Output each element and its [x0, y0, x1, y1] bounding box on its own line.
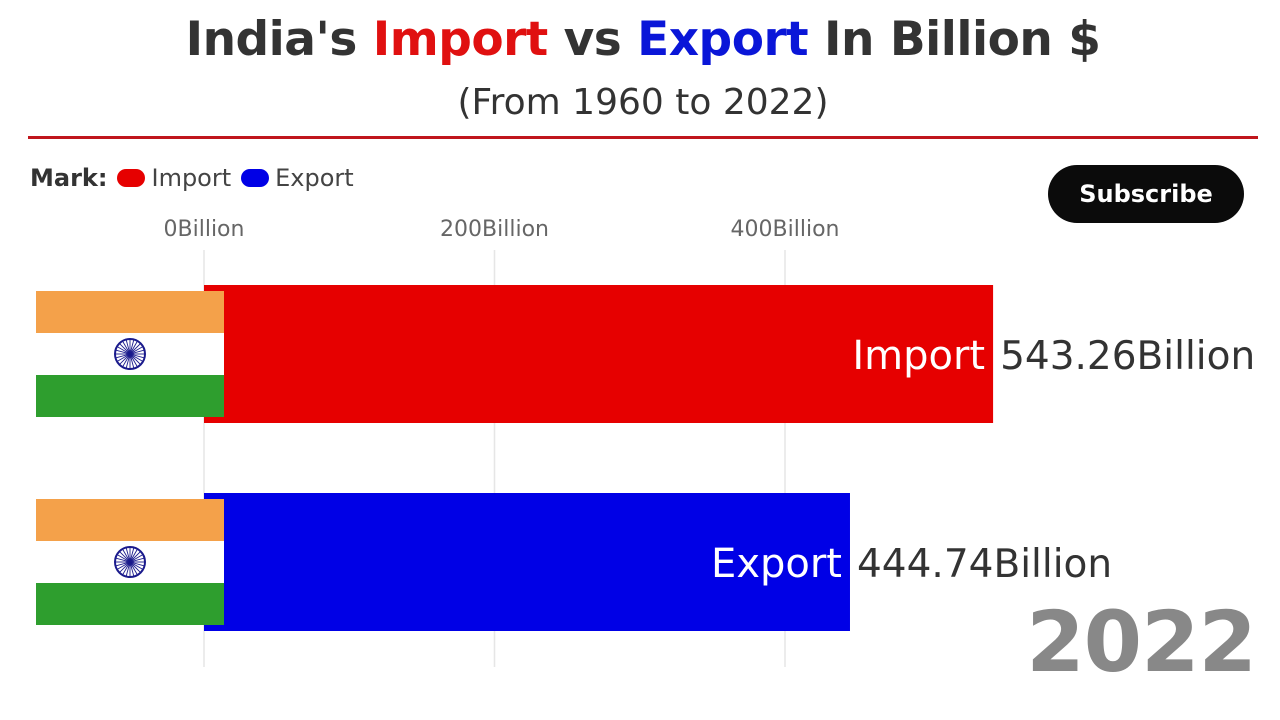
chart-subtitle: (From 1960 to 2022) [457, 82, 829, 123]
subscribe-button[interactable]: Subscribe [1048, 165, 1244, 223]
bar-export [204, 493, 850, 631]
bar-category-label: Import [852, 333, 985, 379]
title-import-word: Import [372, 12, 549, 67]
title-part-1: India's [185, 12, 373, 67]
bar-category-label: Export [711, 541, 842, 587]
x-tick-label: 400Billion [731, 217, 840, 242]
title-part-3: In Billion $ [808, 12, 1101, 67]
title-divider [28, 136, 1258, 139]
legend: Mark: Import Export [30, 163, 364, 193]
title-export-word: Export [637, 12, 809, 67]
bar-import [204, 285, 994, 423]
legend-swatch-export [241, 169, 270, 187]
x-tick-label: 0Billion [164, 217, 245, 242]
year-label: 2022 [1026, 593, 1257, 691]
legend-label: Mark: [30, 164, 108, 192]
legend-entry-export: Export [275, 164, 354, 192]
india-flag-icon [36, 291, 224, 417]
chart-title: India's Import vs Export In Billion $ [0, 12, 1280, 67]
legend-swatch-import [117, 169, 146, 187]
title-part-2: vs [547, 12, 638, 67]
bar-value-label: 444.74Billion [857, 542, 1112, 587]
india-flag-icon [36, 499, 224, 625]
bar-value-label: 543.26Billion [1000, 334, 1255, 379]
legend-entry-import: Import [151, 164, 232, 192]
x-tick-label: 200Billion [440, 217, 549, 242]
